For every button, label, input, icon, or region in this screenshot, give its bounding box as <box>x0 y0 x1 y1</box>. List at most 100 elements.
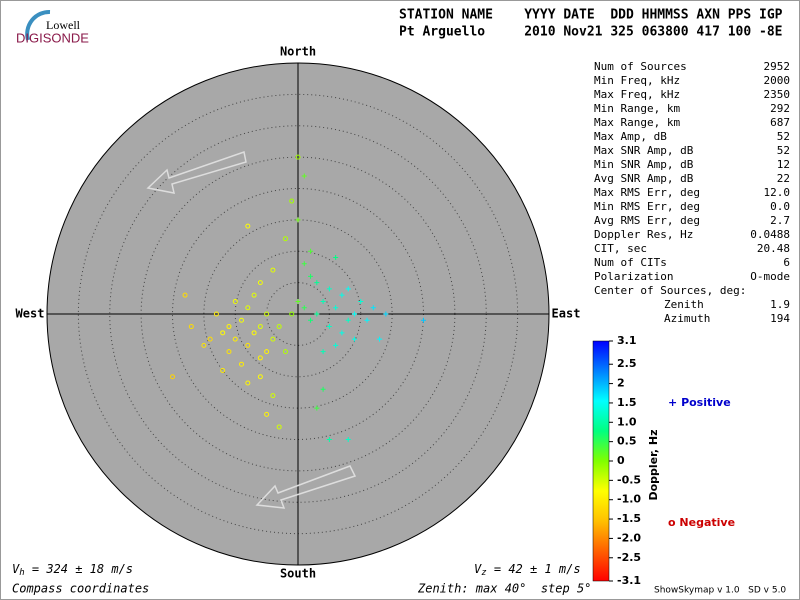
source-negative <box>276 424 282 430</box>
legend-negative: o Negative <box>668 516 735 529</box>
source-negative <box>220 367 226 373</box>
stat-label: Num of CITs <box>594 256 667 269</box>
colorbar-tick-label: -1.5 <box>617 512 641 525</box>
source-positive <box>358 298 364 304</box>
stat-label: Max SNR Amp, dB <box>594 144 694 157</box>
source-negative <box>170 374 175 380</box>
source-positive <box>326 324 332 330</box>
source-positive <box>339 292 345 298</box>
source-negative <box>239 317 245 323</box>
colorbar-tick-label: 3.1 <box>617 334 637 347</box>
stat-value: 687 <box>770 116 790 129</box>
stat-label: Doppler Res, Hz <box>594 228 693 241</box>
source-negative <box>282 349 288 355</box>
stat-value: 0.0 <box>770 200 790 213</box>
source-negative <box>264 349 270 355</box>
source-positive <box>308 317 314 323</box>
colorbar-tick-label: -2.5 <box>617 551 641 564</box>
source-negative <box>220 330 226 336</box>
stat-value: 12 <box>777 158 790 171</box>
legend-positive: + Positive <box>668 396 731 409</box>
stat-value: 6 <box>783 256 790 269</box>
stat-label: Max RMS Err, deg <box>594 186 700 199</box>
stat-value: O-mode <box>750 270 790 283</box>
source-positive <box>345 286 351 292</box>
colorbar-tick-label: -3.1 <box>617 574 641 587</box>
stat-label: Num of Sources <box>594 60 687 73</box>
colorbar-tick-label: 0 <box>617 454 625 467</box>
source-positive <box>314 405 320 411</box>
stat-label: Avg SNR Amp, dB <box>594 172 694 185</box>
source-positive <box>308 273 314 279</box>
source-positive <box>351 336 357 342</box>
source-negative <box>251 330 257 336</box>
stat-value: 2.7 <box>770 214 790 227</box>
source-positive <box>295 217 301 223</box>
header-line: Pt Arguello 2010 Nov21 325 063800 417 10… <box>399 25 783 40</box>
source-negative <box>289 311 295 317</box>
stat-value: 292 <box>770 102 790 115</box>
source-positive <box>364 317 370 323</box>
source-negative <box>226 349 232 355</box>
coords-note: Compass coordinates <box>12 582 149 596</box>
source-negative <box>207 336 213 342</box>
source-negative <box>251 292 257 298</box>
source-positive <box>421 317 426 323</box>
header-line: STATION NAME YYYY DATE DDD HHMMSS AXN PP… <box>399 8 783 23</box>
source-positive <box>295 298 301 304</box>
source-negative <box>257 324 263 330</box>
stat-label: Min RMS Err, deg <box>594 200 700 213</box>
source-negative <box>232 298 238 304</box>
colorbar-tick-label: -2.0 <box>617 531 641 544</box>
source-positive <box>314 311 320 317</box>
source-positive <box>320 386 326 392</box>
colorbar-tick-label: 1.0 <box>617 415 637 428</box>
source-positive <box>301 173 307 179</box>
source-positive <box>301 261 307 267</box>
east-label: East <box>552 307 581 321</box>
source-positive <box>333 305 339 311</box>
source-positive <box>345 437 351 442</box>
source-negative <box>270 336 276 342</box>
logo-bottom: DIGISONDE <box>16 30 89 45</box>
stat-label: Min SNR Amp, dB <box>594 158 694 171</box>
colorbar-tick-label: 0.5 <box>617 435 637 448</box>
source-negative <box>232 336 238 342</box>
colorbar-tick-label: 1.5 <box>617 396 637 409</box>
colorbar-tick-label: 2 <box>617 377 625 390</box>
source-negative <box>270 267 276 273</box>
source-positive <box>377 336 383 342</box>
stat-label: Center of Sources, deg: <box>594 284 746 297</box>
logo-swoosh <box>25 9 51 41</box>
source-negative <box>257 355 263 361</box>
logo-top: Lowell <box>46 18 81 32</box>
source-negative <box>201 342 207 348</box>
source-positive <box>326 286 332 292</box>
source-positive <box>333 342 339 348</box>
source-positive <box>320 298 326 304</box>
stat-value: 2350 <box>764 88 791 101</box>
source-negative <box>264 311 270 317</box>
stat-value: 194 <box>770 312 790 325</box>
source-positive <box>320 349 326 355</box>
source-negative <box>282 236 288 242</box>
stat-label: Azimuth <box>664 312 710 325</box>
stat-value: 2952 <box>764 60 791 73</box>
vz: Vz = 42 ± 1 m/s <box>474 562 581 578</box>
zenith-note: Zenith: max 40° step 5° <box>417 582 591 596</box>
stat-label: Avg RMS Err, deg <box>594 214 700 227</box>
version: ShowSkymap v 1.0 SD v 5.0 <box>654 586 786 596</box>
stat-value: 52 <box>777 130 790 143</box>
source-negative <box>182 292 188 298</box>
source-positive <box>339 330 345 336</box>
source-negative <box>245 305 251 311</box>
source-negative <box>276 324 282 330</box>
source-positive <box>333 255 339 261</box>
source-positive <box>383 311 389 317</box>
source-negative <box>188 324 194 330</box>
source-positive <box>314 280 320 286</box>
drift-arrow <box>146 151 247 194</box>
stat-value: 2000 <box>764 74 791 87</box>
source-negative <box>289 198 295 204</box>
stat-value: 20.48 <box>757 242 790 255</box>
